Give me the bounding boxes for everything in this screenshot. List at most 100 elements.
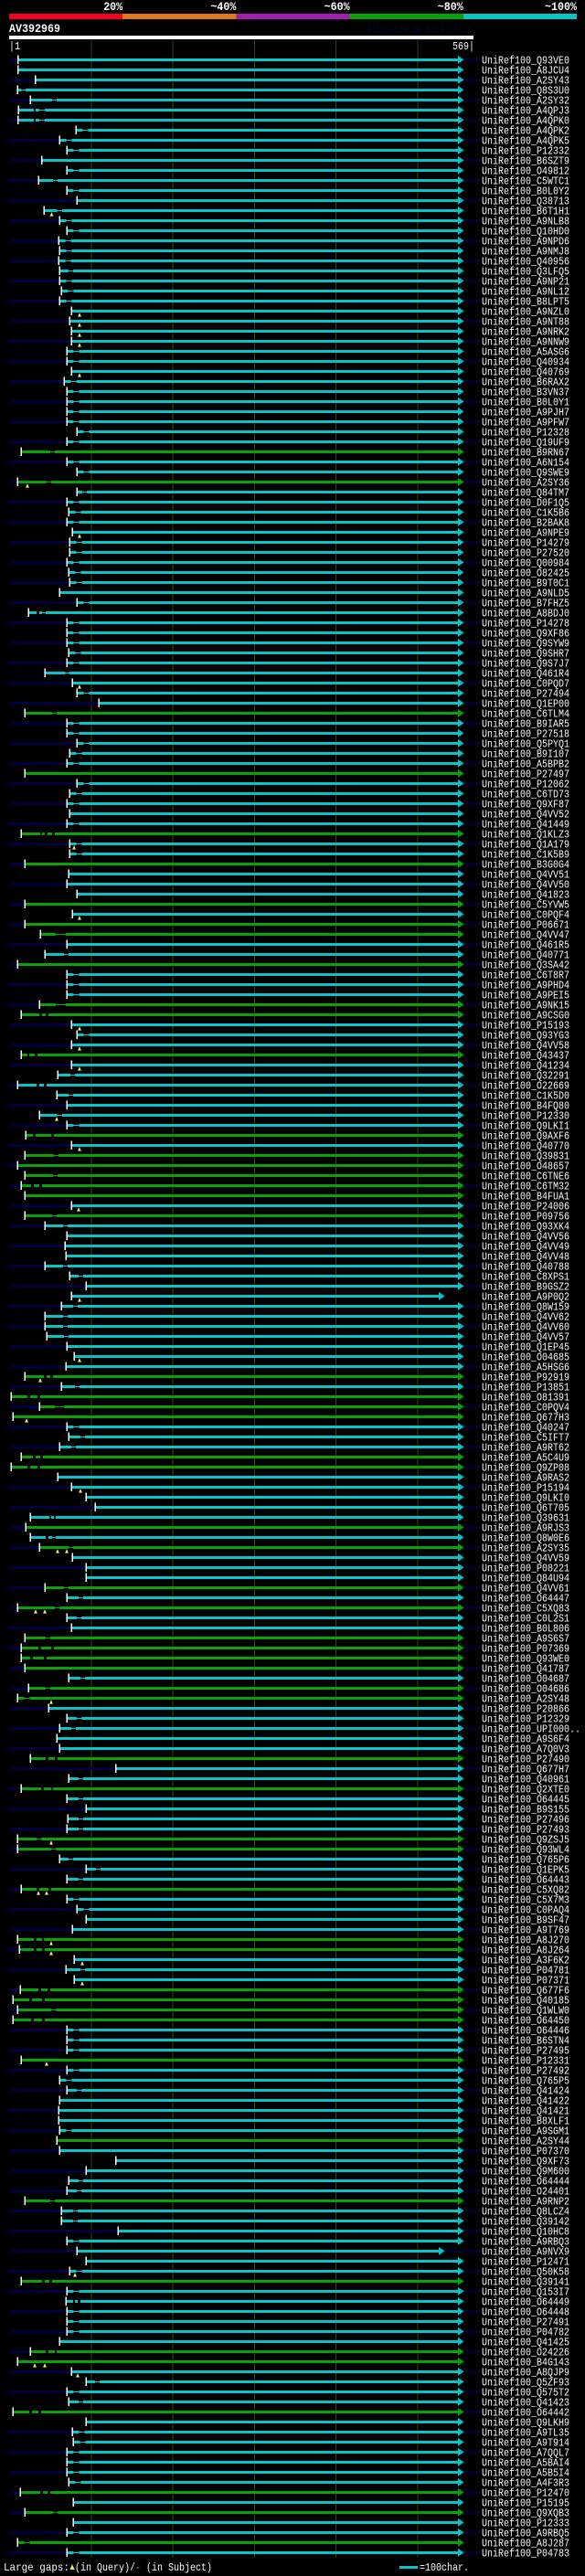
svg-text:UniRef100_C5XQ83: UniRef100_C5XQ83 — [482, 1602, 569, 1615]
svg-text:UniRef100_C6TLM4: UniRef100_C6TLM4 — [482, 707, 569, 720]
svg-text:UniRef100_O64450: UniRef100_O64450 — [482, 2014, 569, 2027]
svg-text:UniRef100_Q9LKH9: UniRef100_Q9LKH9 — [482, 2416, 569, 2429]
svg-text:UniRef100_P15193: UniRef100_P15193 — [482, 1019, 569, 1032]
svg-text:UniRef100_C6TD73: UniRef100_C6TD73 — [482, 788, 569, 800]
svg-text:UniRef100_O64447: UniRef100_O64447 — [482, 1592, 569, 1605]
svg-text:UniRef100_C5X7M3: UniRef100_C5X7M3 — [482, 1893, 569, 1906]
svg-text:=100char.: =100char. — [420, 2561, 469, 2574]
svg-text:UniRef100_Q4VV59: UniRef100_Q4VV59 — [482, 1552, 569, 1564]
svg-text:UniRef100_Q9SHR7: UniRef100_Q9SHR7 — [482, 647, 569, 660]
svg-text:UniRef100_A4QPK5: UniRef100_A4QPK5 — [482, 134, 569, 147]
svg-text:UniRef100_Q38713: UniRef100_Q38713 — [482, 195, 569, 207]
svg-text:UniRef100_Q39141: UniRef100_Q39141 — [482, 2275, 569, 2288]
svg-text:UniRef100_O82425: UniRef100_O82425 — [482, 567, 569, 579]
svg-text:UniRef100_P04783: UniRef100_P04783 — [482, 2547, 569, 2560]
svg-text:UniRef100_A6N154: UniRef100_A6N154 — [482, 456, 569, 469]
svg-text:UniRef100_A9RT62: UniRef100_A9RT62 — [482, 1441, 569, 1454]
svg-text:UniRef100_P12329: UniRef100_P12329 — [482, 1712, 569, 1725]
svg-text:UniRef100_P27491: UniRef100_P27491 — [482, 2316, 569, 2328]
svg-text:UniRef100_A2SY43: UniRef100_A2SY43 — [482, 74, 569, 87]
svg-text:UniRef100_Q40185: UniRef100_Q40185 — [482, 1994, 569, 2007]
svg-text:UniRef100_P12062: UniRef100_P12062 — [482, 778, 569, 790]
svg-text:UniRef100_P27490: UniRef100_P27490 — [482, 1753, 569, 1765]
svg-text:UniRef100_Q32291: UniRef100_Q32291 — [482, 1069, 569, 1082]
svg-text:UniRef100_O24401: UniRef100_O24401 — [482, 2185, 569, 2198]
svg-text:UniRef100_Q4VV56: UniRef100_Q4VV56 — [482, 1230, 569, 1243]
svg-text:UniRef100_A9SGM1: UniRef100_A9SGM1 — [482, 2125, 569, 2137]
svg-text:UniRef100_A5BPB2: UniRef100_A5BPB2 — [482, 758, 569, 770]
svg-text:UniRef100_Q1WLW0: UniRef100_Q1WLW0 — [482, 2004, 569, 2017]
svg-text:UniRef100_P07371: UniRef100_P07371 — [482, 1974, 569, 1987]
svg-text:UniRef100_Q4VV57: UniRef100_Q4VV57 — [482, 1330, 569, 1343]
svg-text:UniRef100_Q9LKI0: UniRef100_Q9LKI0 — [482, 1491, 569, 1504]
svg-text:UniRef100_A9CSG0: UniRef100_A9CSG0 — [482, 1009, 569, 1022]
svg-text:UniRef100_Q40934: UniRef100_Q40934 — [482, 355, 569, 368]
svg-text:UniRef100_B9S155: UniRef100_B9S155 — [482, 1803, 569, 1816]
svg-text:UniRef100_P15194: UniRef100_P15194 — [482, 1481, 569, 1494]
svg-text:UniRef100_Q93VE0: UniRef100_Q93VE0 — [482, 54, 569, 67]
svg-text:UniRef100_Q10HD0: UniRef100_Q10HD0 — [482, 225, 569, 238]
svg-text:UniRef100_P06671: UniRef100_P06671 — [482, 918, 569, 931]
svg-text:UniRef100_P12332: UniRef100_P12332 — [482, 144, 569, 157]
svg-text:UniRef100_A9PFW7: UniRef100_A9PFW7 — [482, 416, 569, 429]
svg-text:UniRef100_A8J264: UniRef100_A8J264 — [482, 1944, 569, 1956]
svg-text:UniRef100_A9T769: UniRef100_A9T769 — [482, 1924, 569, 1936]
svg-text:UniRef100_P27493: UniRef100_P27493 — [482, 1823, 569, 1836]
svg-text:UniRef100_A5ASG6: UniRef100_A5ASG6 — [482, 345, 569, 358]
svg-text:UniRef100_O64445: UniRef100_O64445 — [482, 1793, 569, 1806]
svg-text:UniRef100_B3G0G4: UniRef100_B3G0G4 — [482, 858, 569, 871]
svg-text:UniRef100_A2SY44: UniRef100_A2SY44 — [482, 2135, 569, 2147]
svg-text:UniRef100_C1K5D0: UniRef100_C1K5D0 — [482, 1089, 569, 1102]
svg-text:UniRef100_Q8LCZ4: UniRef100_Q8LCZ4 — [482, 2205, 569, 2218]
svg-text:UniRef100_O04686: UniRef100_O04686 — [482, 1682, 569, 1695]
svg-text:569|: 569| — [452, 40, 474, 53]
svg-text:UniRef100_C5WTC1: UniRef100_C5WTC1 — [482, 175, 569, 187]
svg-text:UniRef100_A9S6S7: UniRef100_A9S6S7 — [482, 1632, 569, 1645]
svg-text:UniRef100_Q5PYQ1: UniRef100_Q5PYQ1 — [482, 737, 569, 750]
svg-text:~80%: ~80% — [438, 1, 463, 14]
svg-text:UniRef100_P04781: UniRef100_P04781 — [482, 1964, 569, 1977]
svg-text:UniRef100_A2SY32: UniRef100_A2SY32 — [482, 94, 569, 107]
svg-text:UniRef100_P24006: UniRef100_P24006 — [482, 1200, 569, 1213]
svg-text:UniRef100_B3VN37: UniRef100_B3VN37 — [482, 386, 569, 398]
svg-text:UniRef100_Q9M600: UniRef100_Q9M600 — [482, 2165, 569, 2178]
svg-text:UniRef100_A9NVX9: UniRef100_A9NVX9 — [482, 2245, 569, 2258]
svg-text:(in Subject): (in Subject) — [146, 2561, 212, 2574]
svg-text:UniRef100_P12328: UniRef100_P12328 — [482, 426, 569, 439]
svg-text:UniRef100_P27494: UniRef100_P27494 — [482, 687, 569, 700]
svg-text:UniRef100_O04685: UniRef100_O04685 — [482, 1351, 569, 1363]
svg-text:UniRef100_Q93WE0: UniRef100_Q93WE0 — [482, 1652, 569, 1665]
svg-text:UniRef100_B0L0Y1: UniRef100_B0L0Y1 — [482, 396, 569, 408]
svg-text:UniRef100_A9TL35: UniRef100_A9TL35 — [482, 2426, 569, 2439]
svg-text:UniRef100_O24226: UniRef100_O24226 — [482, 2346, 569, 2359]
svg-text:UniRef100_Q41787: UniRef100_Q41787 — [482, 1662, 569, 1675]
svg-text:UniRef100_Q8W159: UniRef100_Q8W159 — [482, 1300, 569, 1313]
svg-text:UniRef100_C0L2S1: UniRef100_C0L2S1 — [482, 1612, 569, 1625]
svg-text:UniRef100_Q41423: UniRef100_Q41423 — [482, 2396, 569, 2409]
svg-text:|1: |1 — [9, 40, 20, 53]
svg-text:UniRef100_O64448: UniRef100_O64448 — [482, 2306, 569, 2318]
svg-text:UniRef100_C6TNE6: UniRef100_C6TNE6 — [482, 1170, 569, 1182]
svg-text:UniRef100_Q9XF87: UniRef100_Q9XF87 — [482, 798, 569, 811]
svg-text:UniRef100_A2SY36: UniRef100_A2SY36 — [482, 476, 569, 489]
svg-text:UniRef100_A5C4U9: UniRef100_A5C4U9 — [482, 1451, 569, 1464]
svg-text:UniRef100_Q4VV51: UniRef100_Q4VV51 — [482, 868, 569, 881]
svg-text:UniRef100_B4FUA1: UniRef100_B4FUA1 — [482, 1190, 569, 1203]
svg-text:UniRef100_B9T0C1: UniRef100_B9T0C1 — [482, 577, 569, 589]
svg-text:UniRef100_Q1EP45: UniRef100_Q1EP45 — [482, 1341, 569, 1353]
svg-text:UniRef100_C5XQ82: UniRef100_C5XQ82 — [482, 1883, 569, 1896]
svg-text:~100%: ~100% — [545, 1, 577, 14]
svg-text:UniRef100_A9P0Q2: UniRef100_A9P0Q2 — [482, 1290, 569, 1303]
svg-text:UniRef100_P27496: UniRef100_P27496 — [482, 1813, 569, 1826]
svg-text:UniRef100_B9I107: UniRef100_B9I107 — [482, 747, 569, 760]
svg-text:~40%: ~40% — [210, 1, 236, 14]
svg-text:UniRef100_Q9AXF6: UniRef100_Q9AXF6 — [482, 1129, 569, 1142]
svg-text:UniRef100_A5HSG6: UniRef100_A5HSG6 — [482, 1361, 569, 1373]
svg-text:UniRef100_Q4VV47: UniRef100_Q4VV47 — [482, 928, 569, 941]
svg-text:UniRef100_B7FHZ5: UniRef100_B7FHZ5 — [482, 597, 569, 610]
svg-text:UniRef100_Q3LFQ5: UniRef100_Q3LFQ5 — [482, 265, 569, 278]
svg-text:UniRef100_A9NP21: UniRef100_A9NP21 — [482, 275, 569, 288]
svg-text:UniRef100_P14278: UniRef100_P14278 — [482, 617, 569, 630]
svg-text:UniRef100_Q765P6: UniRef100_Q765P6 — [482, 1853, 569, 1866]
svg-text:UniRef100_P27518: UniRef100_P27518 — [482, 727, 569, 740]
